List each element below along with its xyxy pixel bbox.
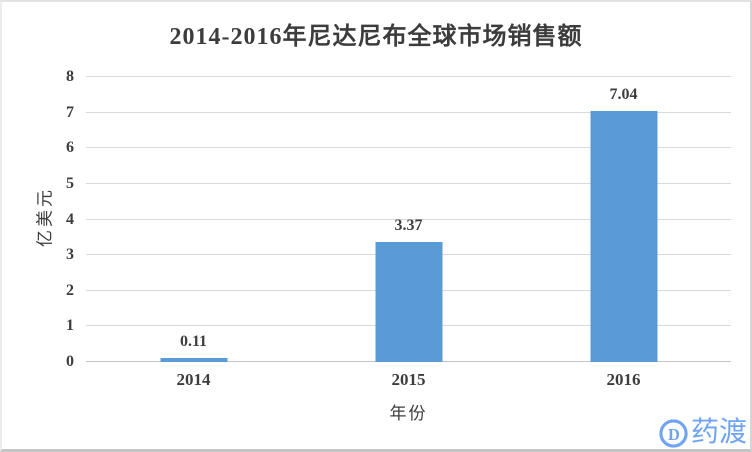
y-axis-tick-labels: 0 1 2 3 4 5 6 7 8 xyxy=(2,68,74,370)
pharmacodia-logo: D 药渡 xyxy=(658,417,747,449)
bar-2016 xyxy=(590,111,657,362)
data-label: 3.37 xyxy=(394,216,423,234)
y-tick-label: 5 xyxy=(66,174,74,192)
chart-title: 2014-2016年尼达尼布全球市场销售额 xyxy=(169,24,583,50)
gridline xyxy=(86,76,731,77)
x-axis-tick-labels: 2014 2015 2016 xyxy=(86,370,731,390)
x-tick-label: 2015 xyxy=(391,370,426,389)
y-tick-label: 8 xyxy=(66,68,74,85)
y-tick-label: 1 xyxy=(66,317,74,335)
data-label: 0.11 xyxy=(179,333,208,351)
y-tick-label: 3 xyxy=(66,246,74,264)
svg-text:D: D xyxy=(668,424,680,443)
x-tick-label: 2016 xyxy=(606,370,641,389)
bar-2014 xyxy=(160,358,227,362)
watermark-brand-text: 药渡 xyxy=(690,417,747,448)
y-tick-label: 4 xyxy=(66,210,74,228)
data-label: 7.04 xyxy=(609,86,638,104)
x-tick-label: 2014 xyxy=(176,370,211,389)
gridline xyxy=(86,218,731,220)
gridline xyxy=(86,111,731,113)
bar-series: 0.11 3.37 7.04 xyxy=(86,77,731,362)
y-tick-label: 7 xyxy=(66,103,74,121)
y-tick-label: 6 xyxy=(66,139,74,157)
x-axis-title: 年份 xyxy=(389,404,428,423)
gridline xyxy=(86,147,731,149)
bar-slot: 7.04 xyxy=(516,77,731,362)
gridline xyxy=(86,182,731,184)
bar-slot: 0.11 xyxy=(86,77,301,362)
pharmacodia-d-icon: D xyxy=(658,418,689,449)
bar-slot: 3.37 xyxy=(301,77,516,362)
y-tick-label: 0 xyxy=(66,353,74,370)
y-tick-label: 2 xyxy=(66,281,74,299)
bar-2015 xyxy=(375,241,442,362)
